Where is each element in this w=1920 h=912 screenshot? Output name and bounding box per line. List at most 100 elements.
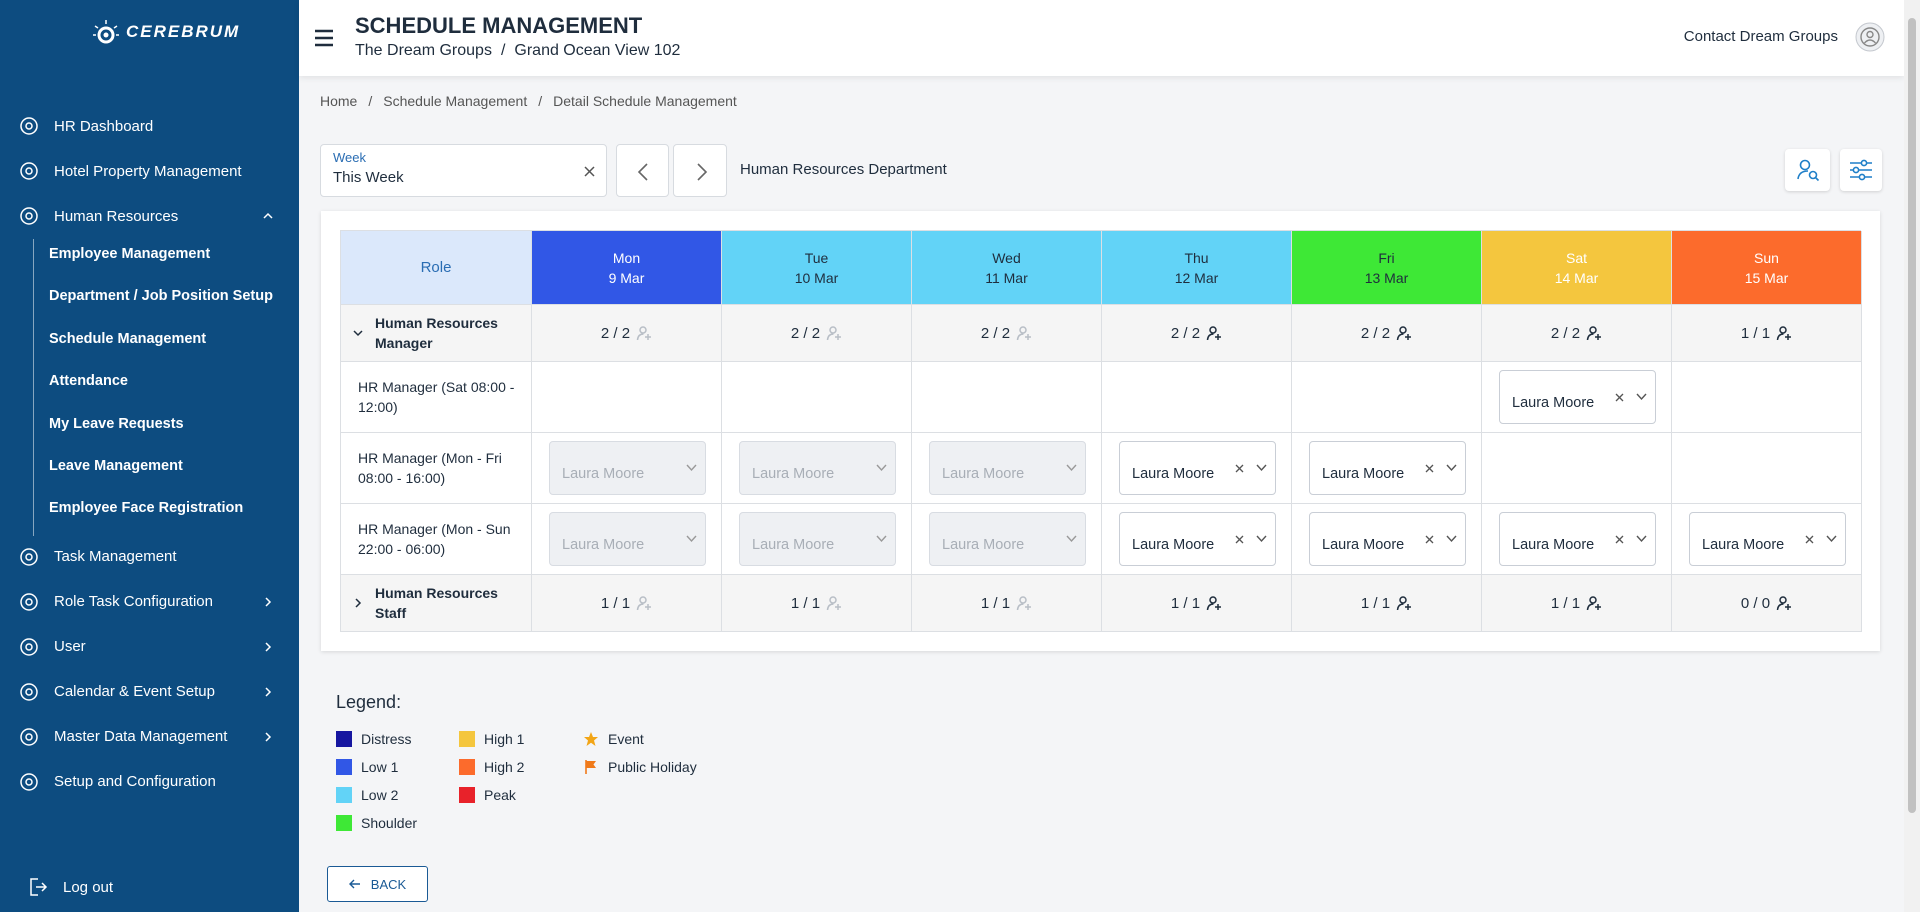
schedule-table: Role Mon 9 Mar Tue 10 Mar Wed 11 Mar Thu 12 Mar F… bbox=[340, 230, 1862, 632]
menu-item[interactable]: Setup and Configuration bbox=[0, 764, 299, 800]
clear-icon[interactable] bbox=[1235, 464, 1244, 473]
group-toggle[interactable] bbox=[341, 598, 375, 608]
chevron bbox=[265, 642, 272, 652]
assign-icon[interactable] bbox=[636, 325, 652, 341]
search-staff-button[interactable] bbox=[1785, 149, 1830, 191]
dropdown-icon[interactable] bbox=[686, 464, 697, 472]
legend-item: Low 1 bbox=[336, 759, 398, 775]
filter-button[interactable] bbox=[1840, 149, 1882, 191]
assign-icon[interactable] bbox=[1206, 325, 1222, 341]
breadcrumb-link[interactable]: Schedule Management bbox=[383, 93, 528, 109]
count: 2 / 2 bbox=[1360, 324, 1391, 342]
staff-name: Laura Moore bbox=[1702, 537, 1785, 553]
menu-icon bbox=[20, 728, 38, 746]
submenu-item[interactable]: Employee Management bbox=[49, 246, 211, 262]
dropdown-icon[interactable] bbox=[876, 464, 887, 472]
menu-toggle[interactable] bbox=[314, 29, 334, 47]
assign-icon[interactable] bbox=[1206, 595, 1222, 611]
menu-item[interactable]: Master Data Management bbox=[0, 719, 299, 755]
day-date: 12 Mar bbox=[1174, 269, 1219, 286]
role-name: HR Manager (Sat 08:00 - 12:00) bbox=[358, 379, 515, 415]
menu-item[interactable]: Hotel Property Management bbox=[0, 153, 299, 189]
assign-icon[interactable] bbox=[1396, 595, 1412, 611]
staff-select[interactable]: Laura Moore bbox=[1119, 512, 1276, 566]
logout[interactable]: Log out bbox=[0, 869, 299, 905]
clear-icon[interactable] bbox=[1615, 393, 1624, 402]
assign-icon[interactable] bbox=[1776, 595, 1792, 611]
clear-icon[interactable] bbox=[1235, 535, 1244, 544]
breadcrumb-link[interactable]: Home bbox=[320, 93, 358, 109]
submenu-item[interactable]: Leave Management bbox=[49, 458, 183, 474]
assign-icon[interactable] bbox=[1586, 325, 1602, 341]
clear-icon[interactable] bbox=[1805, 535, 1814, 544]
schedule-cell: Laura Moore bbox=[1672, 504, 1862, 575]
submenu-item[interactable]: Employee Face Registration bbox=[49, 500, 244, 517]
menu-item[interactable]: Calendar & Event Setup bbox=[0, 674, 299, 710]
assign-icon[interactable] bbox=[826, 595, 842, 611]
clear-icon[interactable] bbox=[584, 166, 595, 177]
schedule-cell: Laura Moore bbox=[532, 433, 722, 504]
menu-item[interactable]: Task Management bbox=[0, 539, 299, 575]
dropdown-icon[interactable] bbox=[1256, 464, 1267, 472]
day-name: Sun bbox=[1754, 249, 1779, 266]
menu-item[interactable]: HR Dashboard bbox=[0, 108, 299, 144]
staff-select[interactable]: Laura Moore bbox=[1119, 441, 1276, 495]
staff-select[interactable]: Laura Moore bbox=[1309, 512, 1466, 566]
clear-icon[interactable] bbox=[1425, 535, 1434, 544]
menu-label: Setup and Configuration bbox=[54, 773, 216, 791]
dropdown-icon[interactable] bbox=[1446, 535, 1457, 543]
staff-select: Laura Moore bbox=[549, 512, 706, 566]
day-name: Fri bbox=[1378, 249, 1395, 266]
staff-select[interactable]: Laura Moore bbox=[1689, 512, 1846, 566]
menu-label: Role Task Configuration bbox=[54, 593, 213, 611]
clear-icon[interactable] bbox=[1615, 535, 1624, 544]
back-button[interactable]: BACK bbox=[327, 866, 428, 902]
menu-item[interactable]: Human Resources bbox=[0, 198, 299, 234]
clear-icon[interactable] bbox=[1425, 464, 1434, 473]
group-toggle[interactable] bbox=[341, 328, 375, 338]
submenu-item[interactable]: My Leave Requests bbox=[49, 415, 184, 432]
dropdown-icon[interactable] bbox=[1066, 464, 1077, 472]
legend-label: Low 2 bbox=[361, 787, 399, 803]
legend-label: Public Holiday bbox=[608, 759, 697, 775]
crumb: Grand Ocean View 102 bbox=[514, 42, 681, 59]
schedule-cell: Laura Moore bbox=[912, 504, 1102, 575]
next-week[interactable] bbox=[673, 144, 727, 197]
prev-week[interactable] bbox=[616, 144, 669, 197]
dropdown-icon[interactable] bbox=[1066, 535, 1077, 543]
staff-select[interactable]: Laura Moore bbox=[1499, 512, 1656, 566]
scrollbar[interactable] bbox=[1904, 0, 1920, 912]
menu-item[interactable]: User bbox=[0, 629, 299, 665]
group-count: 2 / 2 bbox=[532, 305, 722, 362]
dropdown-icon[interactable] bbox=[1256, 535, 1267, 543]
dropdown-icon[interactable] bbox=[1636, 535, 1647, 543]
menu-label: User bbox=[54, 638, 86, 656]
menu-icon bbox=[20, 593, 38, 611]
assign-icon[interactable] bbox=[1396, 325, 1412, 341]
assign-icon[interactable] bbox=[826, 325, 842, 341]
staff-select[interactable]: Laura Moore bbox=[1499, 370, 1656, 424]
dropdown-icon[interactable] bbox=[1826, 535, 1837, 543]
staff-select[interactable]: Laura Moore bbox=[1309, 441, 1466, 495]
scroll-thumb[interactable] bbox=[1908, 18, 1916, 813]
separator: / bbox=[368, 93, 373, 109]
assign-icon[interactable] bbox=[1016, 595, 1032, 611]
menu-item[interactable]: Role Task Configuration bbox=[0, 584, 299, 620]
submenu-item[interactable]: Schedule Management bbox=[49, 330, 207, 347]
assign-icon[interactable] bbox=[1776, 325, 1792, 341]
role-name: HR Manager (Mon - Fri 08:00 - 16:00) bbox=[358, 450, 502, 486]
assign-icon[interactable] bbox=[636, 595, 652, 611]
assign-icon[interactable] bbox=[1016, 325, 1032, 341]
assign-icon[interactable] bbox=[1586, 595, 1602, 611]
staff-select: Laura Moore bbox=[929, 512, 1086, 566]
dropdown-icon[interactable] bbox=[876, 535, 887, 543]
dropdown-icon[interactable] bbox=[1446, 464, 1457, 472]
submenu-item[interactable]: Department / Job Position Setup bbox=[49, 288, 273, 305]
user-name[interactable]: Contact Dream Groups bbox=[1683, 28, 1838, 45]
week-select[interactable]: Week This Week bbox=[320, 144, 607, 197]
dropdown-icon[interactable] bbox=[686, 535, 697, 543]
legend-item: Peak bbox=[459, 787, 516, 803]
dropdown-icon[interactable] bbox=[1636, 393, 1647, 401]
submenu-item[interactable]: Attendance bbox=[49, 373, 128, 390]
avatar[interactable] bbox=[1855, 22, 1885, 52]
